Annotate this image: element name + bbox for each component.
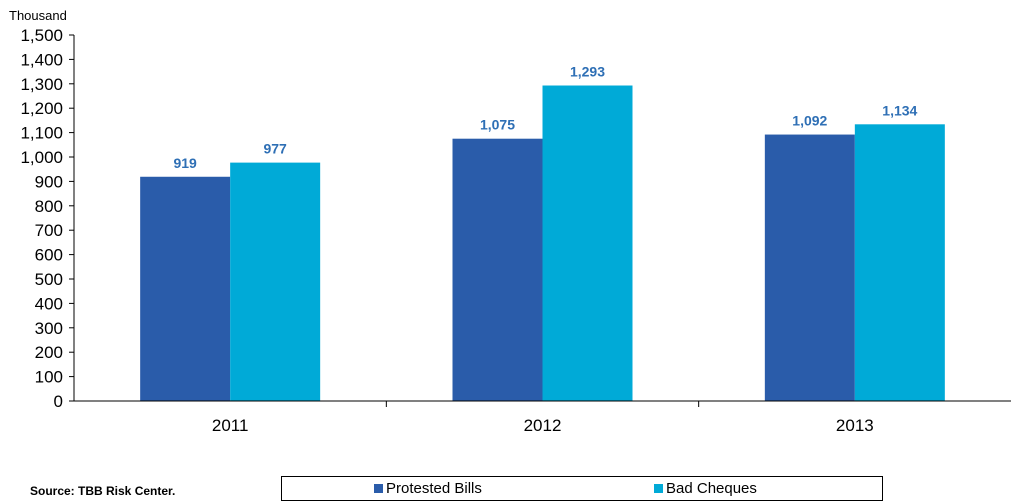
y-axis-unit-label: Thousand	[9, 8, 67, 23]
data-label: 977	[263, 141, 287, 157]
y-tick-label: 400	[35, 294, 63, 313]
x-axis: 2011 2012 2013	[74, 400, 1011, 435]
data-label: 1,134	[882, 102, 917, 118]
y-tick-label: 0	[54, 392, 63, 411]
legend: Protested Bills Bad Cheques	[281, 476, 883, 501]
y-tick-label: 700	[35, 221, 63, 240]
y-tick-label: 1,000	[20, 148, 63, 167]
y-tick-label: 300	[35, 319, 63, 338]
data-label: 1,075	[480, 117, 515, 133]
bar	[230, 162, 321, 401]
y-tick-label: 500	[35, 270, 63, 289]
y-tick-label: 100	[35, 368, 63, 387]
y-tick-label: 1,100	[20, 124, 63, 143]
legend-label-protested-bills: Protested Bills	[386, 480, 482, 497]
bars-group: 919 977 1,075 1,293 1,092 1,134	[140, 64, 945, 402]
y-axis: 0 100 200 300 400 500 600 700 800 900 1,000 1,100 1,…	[20, 26, 75, 411]
legend-swatch-protested-bills	[374, 484, 383, 493]
bar	[542, 85, 633, 402]
legend-label-bad-cheques: Bad Cheques	[666, 480, 757, 497]
legend-swatch-bad-cheques	[654, 484, 663, 493]
source-note: Source: TBB Risk Center.	[30, 484, 176, 498]
data-label: 1,092	[792, 113, 827, 129]
y-tick-label: 1,200	[20, 99, 63, 118]
x-tick-label: 2013	[836, 416, 874, 435]
bar	[140, 176, 231, 401]
y-tick-label: 1,500	[20, 26, 63, 45]
y-tick-label: 900	[35, 172, 63, 191]
bar	[854, 124, 945, 401]
bar-chart: Thousand 0 100 200 300 400 500 600 700 800 900 1,0…	[9, 8, 1011, 435]
y-tick-label: 1,400	[20, 50, 63, 69]
bar	[764, 134, 855, 401]
x-tick-label: 2012	[524, 416, 562, 435]
y-tick-label: 800	[35, 197, 63, 216]
data-label: 919	[173, 155, 197, 171]
x-tick-label: 2011	[212, 416, 249, 435]
y-tick-label: 600	[35, 246, 63, 265]
legend-item-bad-cheques: Bad Cheques	[654, 480, 757, 497]
bar	[452, 138, 543, 401]
y-tick-label: 1,300	[20, 75, 63, 94]
y-tick-label: 200	[35, 343, 63, 362]
data-label: 1,293	[570, 64, 605, 80]
legend-item-protested-bills: Protested Bills	[374, 480, 482, 497]
